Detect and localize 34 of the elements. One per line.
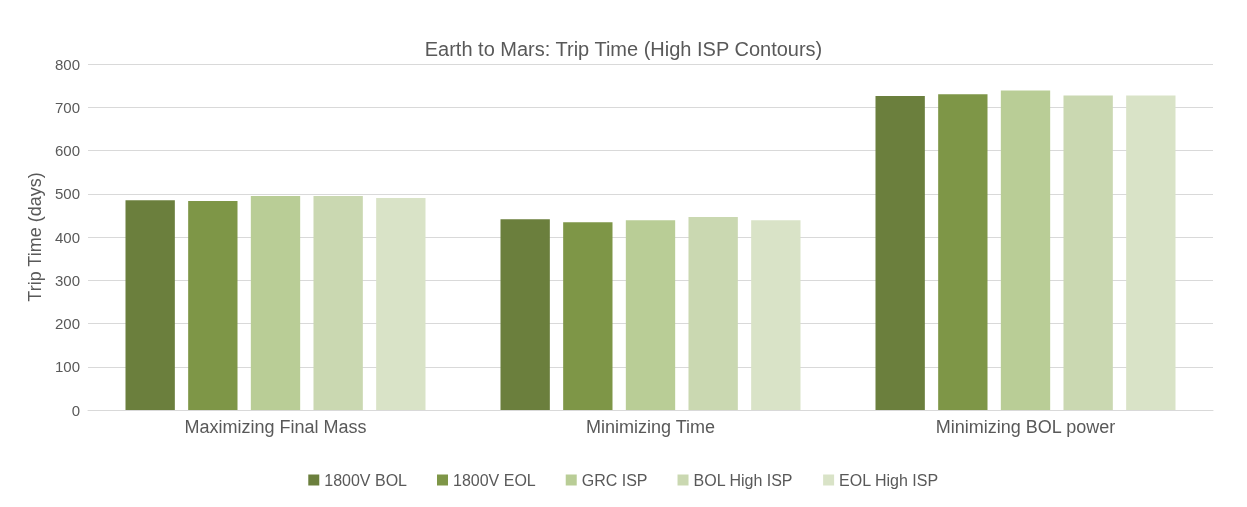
bar <box>625 220 676 410</box>
y-tick-label: 200 <box>54 315 80 332</box>
bar <box>376 198 426 410</box>
y-tick-label: 300 <box>54 271 80 289</box>
x-tick-label: Minimizing Time <box>585 417 716 437</box>
x-tick-label: Maximizing Final Mass <box>184 417 367 437</box>
y-tick-label: 800 <box>54 55 80 73</box>
legend-label: BOL High ISP <box>693 471 793 489</box>
bar <box>1000 90 1051 410</box>
bar <box>875 96 925 410</box>
y-tick-label: 0 <box>71 401 80 419</box>
legend-label: 1800V BOL <box>324 471 408 489</box>
y-axis-title: Trip Time (days) <box>25 172 46 302</box>
bar <box>688 217 738 410</box>
chart-title: Earth to Mars: Trip Time (High ISP Contours) <box>424 38 823 60</box>
legend-label: GRC ISP <box>581 471 648 489</box>
y-tick-label: 700 <box>54 98 80 116</box>
bar <box>1126 95 1176 410</box>
bar <box>1063 95 1113 410</box>
y-tick-label: 500 <box>54 185 80 203</box>
bar <box>563 222 613 410</box>
bar <box>125 200 175 410</box>
bar <box>751 220 801 410</box>
bar <box>500 219 550 410</box>
y-tick-label: 100 <box>54 358 80 376</box>
bar <box>313 195 363 410</box>
y-tick-label: 400 <box>54 228 80 246</box>
x-tick-label: Minimizing BOL power <box>935 417 1116 437</box>
bar <box>938 94 988 410</box>
y-tick-label: 600 <box>54 142 80 159</box>
legend-label: 1800V EOL <box>453 471 536 489</box>
legend-label: EOL High ISP <box>839 471 939 489</box>
bar <box>188 201 238 410</box>
bar <box>250 195 301 410</box>
